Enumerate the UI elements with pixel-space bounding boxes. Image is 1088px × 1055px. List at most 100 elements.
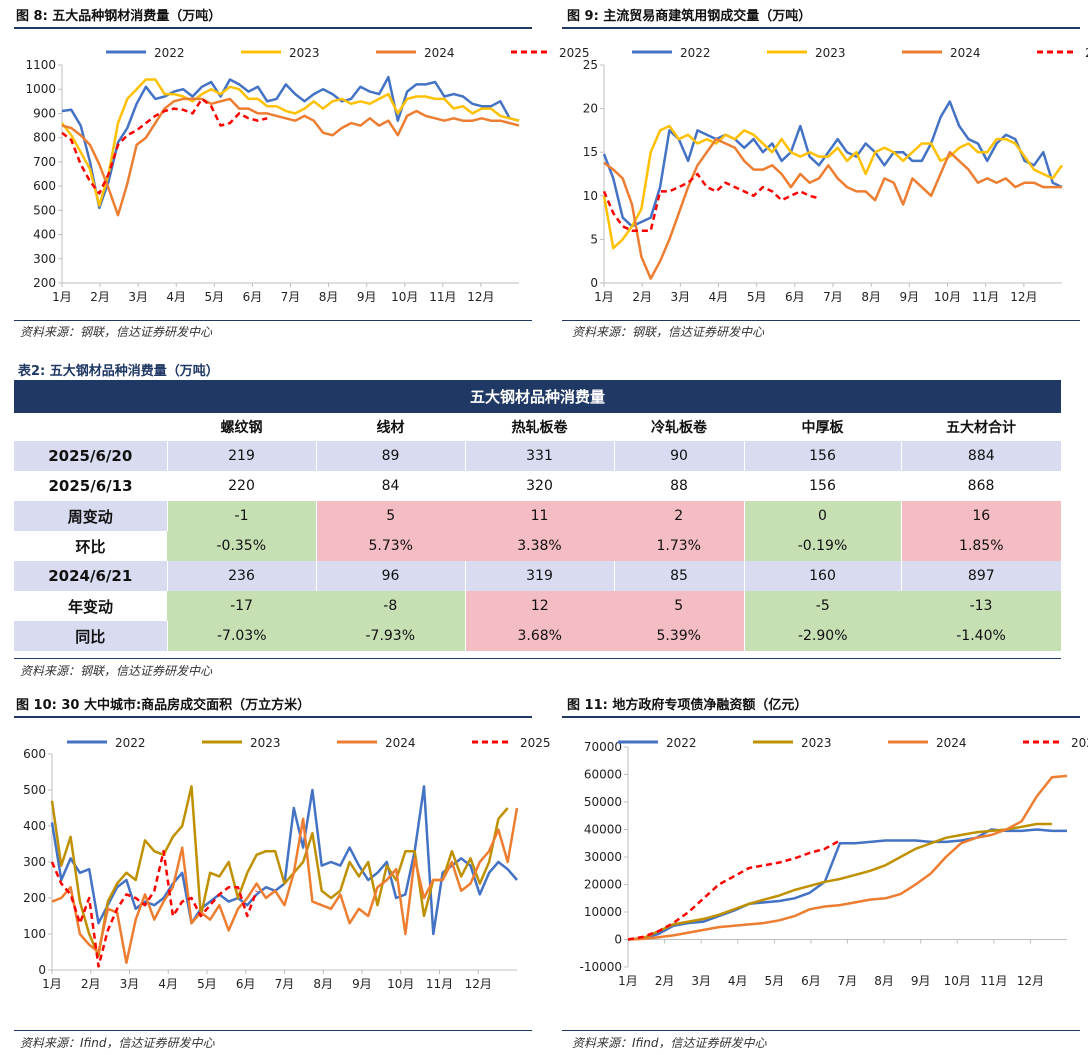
legend-label-2022: 2022 (154, 46, 185, 60)
y-tick-label: 500 (23, 783, 46, 797)
x-tick-label: 11月 (429, 290, 456, 304)
table-cell: -1.40% (901, 621, 1062, 651)
x-tick-label: 12月 (465, 977, 492, 991)
table-cell: -2.90% (743, 621, 901, 651)
table-row: 2025/6/20 219 89 331 90 156 884 (14, 441, 1062, 471)
x-tick-label: 3月 (128, 290, 148, 304)
series-line-2024 (51, 807, 519, 965)
y-tick-label: 50000 (584, 795, 622, 809)
x-tick-label: 6月 (801, 974, 821, 988)
table-row: 环比 -0.35% 5.73% 3.38% 1.73% -0.19% 1.85% (14, 531, 1062, 561)
row-label: 2024/6/21 (14, 561, 167, 591)
table-cell: 5.73% (315, 531, 465, 561)
table-cell: 868 (901, 471, 1062, 501)
table-row: 2024/6/21 236 96 319 85 160 897 (14, 561, 1062, 591)
table-cell: 11 (465, 501, 614, 531)
y-tick-label: 1100 (25, 58, 56, 72)
x-tick-label: 4月 (728, 974, 748, 988)
table-cell: 85 (613, 561, 744, 591)
x-tick-label: 3月 (671, 290, 691, 304)
table2-title: 表2: 五大钢材品种消费量（万吨） (18, 364, 219, 379)
table-cell: 5 (315, 501, 465, 531)
x-tick-label: 1月 (594, 290, 614, 304)
x-tick-label: 7月 (823, 290, 843, 304)
col-header: 线材 (316, 413, 465, 441)
series-line-2023 (602, 124, 1064, 250)
fig11-top-rule (562, 716, 1080, 718)
x-tick-label: 10月 (934, 290, 961, 304)
x-tick-label: 7月 (838, 974, 858, 988)
x-tick-label: 11月 (980, 974, 1007, 988)
table-cell: -1 (166, 501, 316, 531)
x-tick-label: 6月 (785, 290, 805, 304)
table-row: 同比 -7.03% -7.93% 3.68% 5.39% -2.90% -1.4… (14, 621, 1062, 651)
x-tick-label: 12月 (467, 290, 494, 304)
y-tick-label: 0 (614, 933, 622, 947)
table-cell: 5.39% (614, 621, 744, 651)
fig9-bottom-rule (562, 320, 1080, 321)
y-tick-label: 300 (33, 252, 56, 266)
table-cell: 3.68% (464, 621, 614, 651)
y-tick-label: 70000 (584, 740, 622, 754)
y-tick-label: 30000 (584, 850, 622, 864)
series-line-2025 (50, 849, 258, 968)
y-tick-label: 15 (583, 145, 598, 159)
row-label: 年变动 (14, 591, 167, 621)
table-cell: 156 (743, 441, 901, 471)
series-line-2022 (602, 100, 1063, 228)
table-cell: 2 (614, 501, 744, 531)
fig8-chart: 200 300 400 500 600 700 800 900 1000 1100 1月 2月 3月 4月… (25, 46, 589, 304)
x-tick-label: 9月 (900, 290, 920, 304)
fig8-bottom-rule (14, 320, 532, 321)
series-line-2023 (627, 822, 1052, 941)
y-tick-label: 1000 (25, 82, 56, 96)
table-cell: 89 (315, 441, 465, 471)
legend-label-2023: 2023 (289, 46, 320, 60)
table-cell: 884 (900, 441, 1062, 471)
table-cell: 320 (465, 471, 614, 501)
col-header: 冷轧板卷 (614, 413, 744, 441)
x-tick-label: 2月 (655, 974, 675, 988)
fig9-title: 图 9: 主流贸易商建筑用钢成交量（万吨） (567, 9, 812, 24)
x-tick-label: 2月 (90, 290, 110, 304)
series-line-2025 (61, 97, 268, 195)
legend-label-2022: 2022 (666, 736, 697, 750)
legend-label-2023: 2023 (815, 46, 846, 60)
y-tick-label: 0 (38, 963, 46, 977)
legend-label-2022: 2022 (115, 736, 146, 750)
table-cell: -13 (901, 591, 1062, 621)
fig10-title: 图 10: 30 大中城市:商品房成交面积（万立方米） (16, 698, 311, 713)
x-tick-label: 1月 (618, 974, 638, 988)
x-tick-label: 1月 (52, 290, 72, 304)
series-line-2023 (50, 785, 509, 957)
legend-label-2024: 2024 (424, 46, 455, 60)
row-label: 2025/6/13 (14, 471, 167, 501)
table-cell: 1.73% (614, 531, 744, 561)
legend-label-2023: 2023 (801, 736, 832, 750)
x-tick-label: 4月 (166, 290, 186, 304)
table-cell: 5 (614, 591, 744, 621)
series-line-2022 (61, 75, 520, 210)
fig11-source: 资料来源：Ifind，信达证券研发中心 (572, 1036, 767, 1050)
x-tick-label: 11月 (972, 290, 999, 304)
series-line-2023 (61, 78, 520, 207)
table-cell: -0.35% (167, 531, 316, 561)
x-tick-label: 10月 (391, 290, 418, 304)
table-cell: 236 (166, 561, 316, 591)
x-tick-label: 8月 (313, 977, 333, 991)
x-tick-label: 1月 (42, 977, 62, 991)
table-cell: 219 (166, 441, 316, 471)
table-cell: 12 (464, 591, 614, 621)
table-cell: -7.93% (316, 621, 465, 651)
col-header: 中厚板 (744, 413, 901, 441)
x-tick-label: 9月 (352, 977, 372, 991)
row-label: 同比 (14, 621, 167, 651)
table-cell: 160 (743, 561, 901, 591)
legend-label-2025: 2025 (1085, 46, 1088, 60)
x-tick-label: 10月 (387, 977, 414, 991)
table-cell: 0 (743, 501, 901, 531)
x-tick-label: 4月 (709, 290, 729, 304)
col-header: 螺纹钢 (167, 413, 316, 441)
table-cell: -0.19% (743, 531, 901, 561)
fig9-source: 资料来源：钢联，信达证券研发中心 (572, 325, 765, 339)
